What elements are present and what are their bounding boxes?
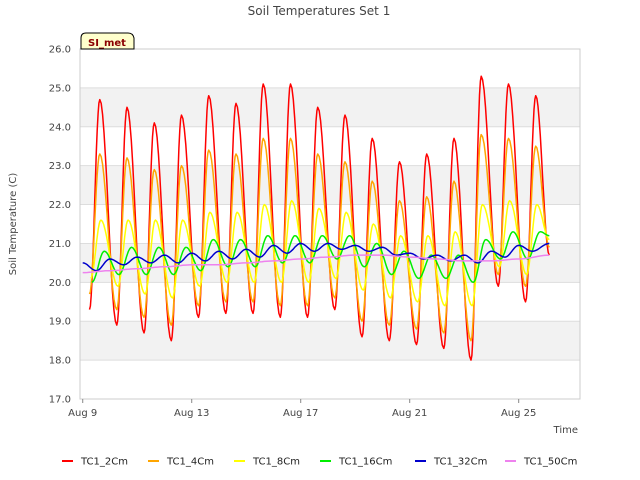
y-tick-label: 18.0 [49,356,71,367]
plot-band [80,321,580,361]
chart-title: Soil Temperatures Set 1 [248,4,391,18]
series-line-tc1-32cm [82,242,550,272]
x-tick-label: Aug 9 [68,408,97,419]
legend: TC1_2Cm TC1_4Cm TC1_8Cm TC1_16Cm TC1_32Cm TC1… [62,457,577,468]
legend-label: TC1_4Cm [166,457,214,468]
legend-label: TC1_16Cm [338,457,392,468]
y-tick-label: 26.0 [49,45,71,56]
y-tick-label: 23.0 [49,161,71,172]
x-tick-label: Aug 17 [283,408,318,419]
y-tick-label: 22.0 [49,200,71,211]
site-label: SI_met [88,38,126,49]
legend-label: TC1_32Cm [433,457,487,468]
y-tick-label: 19.0 [49,317,71,328]
x-axis-ticks: Aug 9 Aug 13 Aug 17 Aug 21 Aug 25 [68,399,536,419]
x-tick-label: Aug 13 [174,408,209,419]
y-axis-ticks: 17.0 18.0 19.0 20.0 21.0 22.0 23.0 24.0 25.0 26.0 [49,45,71,406]
site-badge-shape [80,32,135,50]
y-tick-label: 17.0 [49,395,71,406]
legend-label: TC1_50Cm [523,457,577,468]
plot-band [80,165,580,205]
plot-band [80,87,580,127]
y-tick-label: 20.0 [49,278,71,289]
site-badge: SI_met [80,32,135,50]
x-tick-label: Aug 21 [392,408,427,419]
series-line-tc1-50cm [82,254,550,274]
y-axis-label: Soil Temperature (C) [8,173,19,276]
x-tick-label: Aug 25 [501,408,536,419]
series-layer [82,75,550,361]
legend-label: TC1_8Cm [252,457,300,468]
series-line-tc1-16cm [91,231,550,284]
legend-label: TC1_2Cm [80,457,128,468]
y-tick-label: 21.0 [49,239,71,250]
y-tick-label: 25.0 [49,83,71,94]
plot-frame [79,48,581,400]
y-tick-label: 24.0 [49,122,71,133]
x-axis-label: Time [553,425,578,436]
